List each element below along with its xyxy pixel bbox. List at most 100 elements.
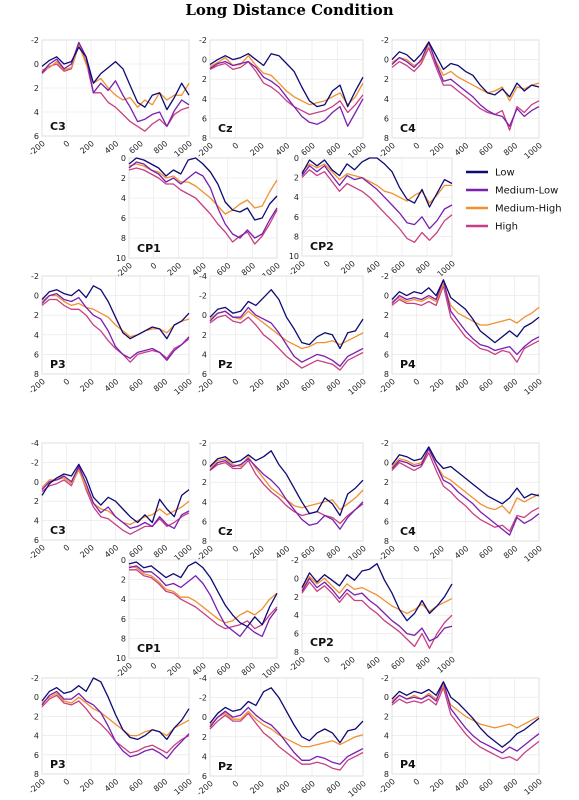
series-line-medium-low — [209, 706, 364, 765]
x-tick-label: 600 — [127, 377, 144, 394]
x-tick-label: 200 — [78, 777, 95, 794]
electrode-label: Cz — [218, 525, 232, 538]
y-tick-label: 2 — [384, 75, 389, 84]
x-tick-label: 800 — [325, 141, 342, 158]
y-tick-label: 6 — [384, 517, 389, 526]
x-tick-label: 0 — [322, 655, 332, 665]
x-tick-label: 600 — [299, 779, 316, 796]
series-line-medium-high — [128, 565, 278, 624]
x-tick-label: 200 — [339, 655, 356, 672]
series-line-low — [128, 561, 278, 628]
x-tick-label: 600 — [477, 141, 494, 158]
series-line-medium-low — [391, 41, 540, 127]
y-tick-label: -2 — [31, 458, 39, 467]
x-tick-label: 600 — [127, 777, 144, 794]
y-tick-label: 8 — [202, 134, 207, 143]
series-line-low — [301, 563, 453, 622]
series-line-low — [391, 279, 540, 344]
x-tick-label: 600 — [477, 544, 494, 561]
series-line-low — [41, 46, 190, 111]
x-tick-label: 200 — [428, 544, 445, 561]
x-tick-label: 200 — [166, 661, 183, 678]
y-tick-label: 6 — [384, 114, 389, 123]
y-tick-label: 4 — [34, 331, 39, 340]
series-line-medium-low — [41, 690, 190, 760]
y-tick-label: 6 — [294, 630, 299, 639]
x-tick-label: 800 — [152, 377, 169, 394]
y-tick-label: 6 — [294, 213, 299, 222]
y-tick-label: 8 — [34, 370, 39, 379]
x-tick-label: 800 — [152, 777, 169, 794]
x-tick-label: 1000 — [522, 141, 543, 161]
x-tick-label: 400 — [453, 544, 470, 561]
y-tick-label: 0 — [34, 60, 39, 69]
x-tick-label: 400 — [364, 259, 381, 276]
y-tick-label: 2 — [202, 478, 207, 487]
x-tick-label: 400 — [274, 377, 291, 394]
erp-panel-p4-1: -2 0 2 4 6 8-200 0 200 400 600 800 1000 P4 — [377, 272, 544, 397]
electrode-label: C4 — [400, 525, 416, 538]
x-tick-label: 800 — [414, 655, 431, 672]
x-tick-label: 400 — [453, 777, 470, 794]
series-line-medium-low — [209, 306, 364, 367]
x-tick-label: -200 — [377, 777, 397, 796]
y-tick-label: 6 — [34, 751, 39, 760]
x-tick-label: 0 — [412, 141, 422, 151]
erp-panel-pz-1: -4 -2 0 2 4 6-200 0 200 400 600 800 1000 Pz — [195, 272, 368, 397]
y-tick-label: -4 — [31, 439, 39, 448]
y-tick-label: 10 — [116, 254, 126, 263]
x-tick-label: 0 — [149, 661, 159, 671]
x-tick-label: 800 — [414, 259, 431, 276]
y-tick-label: -2 — [31, 674, 39, 683]
series-line-medium-low — [209, 458, 364, 530]
y-tick-label: 0 — [384, 459, 389, 468]
y-tick-label: -4 — [199, 272, 207, 281]
y-tick-label: 10 — [116, 654, 126, 663]
y-tick-label: 4 — [384, 498, 389, 507]
y-tick-label: 2 — [384, 311, 389, 320]
x-tick-label: 0 — [62, 543, 72, 553]
y-tick-label: 6 — [34, 350, 39, 359]
x-tick-label: -200 — [27, 139, 47, 158]
x-tick-label: 200 — [339, 259, 356, 276]
erp-panel-p3-2: -2 0 2 4 6 8-200 0 200 400 600 800 1000 P3 — [27, 674, 194, 797]
y-tick-label: 2 — [202, 75, 207, 84]
electrode-label: C3 — [50, 120, 66, 133]
x-tick-label: 400 — [453, 377, 470, 394]
x-tick-label: -200 — [287, 655, 307, 674]
y-tick-label: 4 — [34, 732, 39, 741]
x-tick-label: 0 — [62, 777, 72, 787]
x-tick-label: -200 — [195, 377, 215, 396]
y-tick-label: 4 — [121, 194, 126, 203]
x-tick-label: 800 — [502, 544, 519, 561]
x-tick-label: -200 — [287, 259, 307, 278]
y-tick-label: 4 — [384, 95, 389, 104]
y-tick-label: -4 — [199, 674, 207, 683]
y-tick-label: 4 — [202, 95, 207, 104]
x-tick-label: 600 — [299, 141, 316, 158]
y-tick-label: 4 — [202, 752, 207, 761]
series-line-low — [41, 285, 190, 340]
x-tick-label: 600 — [215, 261, 232, 278]
x-tick-label: 600 — [299, 544, 316, 561]
series-line-high — [301, 169, 453, 243]
x-tick-label: 600 — [127, 543, 144, 560]
y-tick-label: 6 — [202, 370, 207, 379]
y-tick-label: 4 — [121, 595, 126, 604]
y-tick-label: 2 — [34, 712, 39, 721]
series-line-medium-high — [391, 283, 540, 326]
series-line-low — [41, 463, 190, 524]
x-tick-label: 800 — [325, 544, 342, 561]
y-tick-label: 2 — [294, 174, 299, 183]
series-line-high — [41, 467, 190, 535]
y-tick-label: 2 — [121, 576, 126, 585]
y-tick-label: 0 — [121, 556, 126, 565]
x-tick-label: 1000 — [172, 777, 193, 797]
x-tick-label: 400 — [103, 139, 120, 156]
series-line-medium-low — [41, 41, 190, 128]
x-tick-label: 600 — [389, 655, 406, 672]
y-tick-label: 8 — [202, 537, 207, 546]
